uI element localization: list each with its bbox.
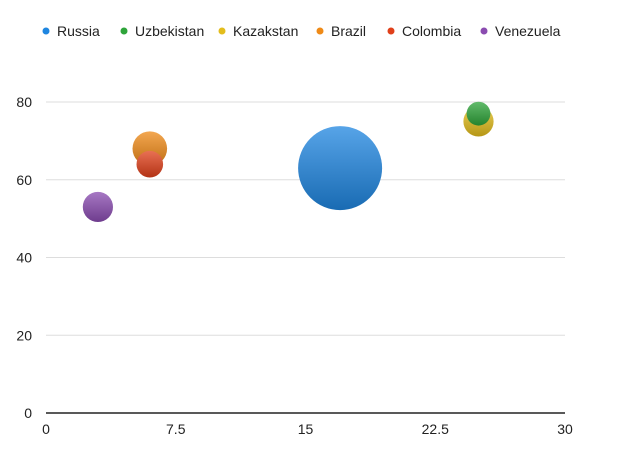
y-tick-label: 40: [16, 250, 32, 266]
grid-lines: [46, 101, 565, 336]
legend-item-kazakstan[interactable]: Kazakstan: [218, 23, 299, 39]
bubble-russia[interactable]: [298, 126, 383, 211]
legend-swatch: [480, 27, 488, 35]
bubble-uzbekistan[interactable]: [466, 101, 491, 126]
legend-label: Venezuela: [495, 23, 561, 39]
x-tick-label: 0: [42, 421, 50, 437]
legend-swatch: [218, 27, 226, 35]
bubble-series: [82, 101, 494, 223]
legend-label: Colombia: [402, 23, 461, 39]
x-tick-label: 22.5: [422, 421, 449, 437]
legend-swatch: [120, 27, 128, 35]
legend-label: Uzbekistan: [135, 23, 204, 39]
x-tick-label: 30: [557, 421, 573, 437]
y-tick-label: 20: [16, 327, 32, 343]
legend-item-russia[interactable]: Russia: [42, 23, 101, 39]
legend-swatch: [42, 27, 50, 35]
chart-axes: 0 20 40 60 80 0 7.5 15 22.5 30: [16, 94, 573, 437]
y-tick-label: 0: [24, 405, 32, 421]
legend-item-brazil[interactable]: Brazil: [316, 23, 367, 39]
legend-label: Russia: [57, 23, 100, 39]
chart-legend: Russia Uzbekistan Kazakstan Brazil Colombia V…: [42, 23, 561, 39]
y-tick-label: 60: [16, 172, 32, 188]
legend-item-uzbekistan[interactable]: Uzbekistan: [120, 23, 205, 39]
legend-label: Kazakstan: [233, 23, 298, 39]
bubble-colombia[interactable]: [136, 150, 164, 178]
legend-item-venezuela[interactable]: Venezuela: [480, 23, 561, 39]
bubble-venezuela[interactable]: [82, 191, 113, 223]
y-tick-label: 80: [16, 94, 32, 110]
legend-swatch: [316, 27, 324, 35]
x-tick-label: 7.5: [166, 421, 186, 437]
legend-item-colombia[interactable]: Colombia: [387, 23, 462, 39]
legend-swatch: [387, 27, 395, 35]
x-tick-label: 15: [298, 421, 314, 437]
legend-label: Brazil: [331, 23, 366, 39]
